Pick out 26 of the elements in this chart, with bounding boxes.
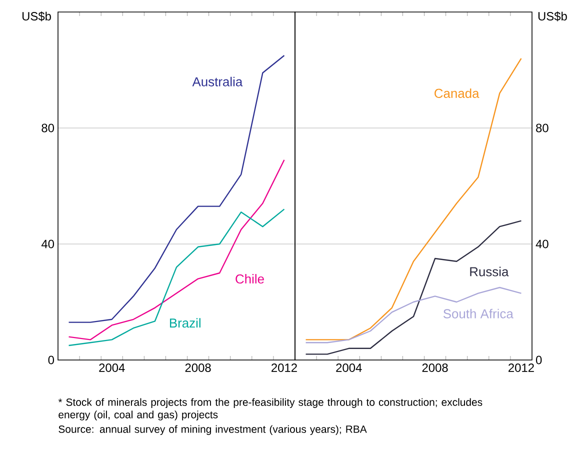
x-tick-label: 2008: [422, 364, 448, 372]
line-series: [68, 159, 285, 340]
y-axis-title: US$b: [22, 12, 51, 22]
x-tick-label: 2012: [508, 364, 534, 372]
series-label: South Africa: [443, 308, 514, 318]
text: * Stock of minerals projects from the pre-feasibility stage through to construction; excludes energy (oil, coal and gas) projects: [58, 398, 482, 420]
y-tick-label: 40: [536, 240, 548, 248]
x-tick-label: 2004: [336, 364, 362, 372]
series-label: Chile: [236, 274, 264, 284]
line-series: [305, 220, 522, 355]
x-tick-label: 2004: [99, 364, 125, 372]
line-series: [68, 208, 285, 346]
y-tick-label: 40: [41, 240, 54, 248]
y-tick-label: 80: [42, 124, 54, 132]
series-label: Australia: [192, 76, 243, 86]
line-series: [305, 286, 522, 344]
y-tick-label: 0: [536, 356, 542, 364]
y-tick-label: 0: [48, 356, 54, 364]
y-tick-label: 80: [536, 124, 548, 132]
x-tick-label: 2012: [272, 364, 297, 372]
x-tick-label: 2008: [185, 364, 211, 372]
series-label: Canada: [434, 88, 480, 98]
series-label: Brazil: [170, 318, 200, 328]
source-note: Source: annual survey of mining investment (various years); RBA: [58, 425, 367, 435]
series-label: Russia: [470, 266, 509, 276]
y-axis-title: US$b: [538, 12, 567, 22]
